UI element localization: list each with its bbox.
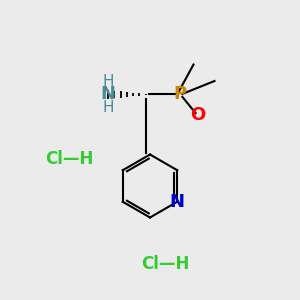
Text: Cl—H: Cl—H: [45, 150, 93, 168]
Text: P: P: [173, 85, 187, 103]
Text: N: N: [170, 193, 185, 211]
Text: H: H: [102, 100, 114, 116]
Text: O: O: [190, 106, 206, 124]
Text: H: H: [102, 74, 114, 88]
Text: N: N: [100, 85, 116, 103]
Text: Cl—H: Cl—H: [141, 255, 189, 273]
